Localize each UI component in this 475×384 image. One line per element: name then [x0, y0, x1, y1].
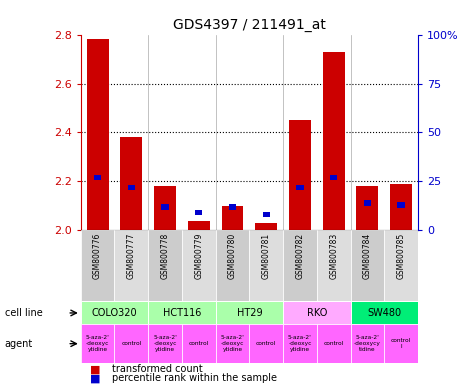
Text: GSM800781: GSM800781 — [262, 233, 271, 279]
Bar — [317, 230, 351, 301]
Bar — [154, 186, 176, 230]
Text: GSM800783: GSM800783 — [329, 233, 338, 279]
Bar — [351, 301, 418, 324]
Bar — [289, 120, 311, 230]
Bar — [216, 301, 283, 324]
Text: GSM800777: GSM800777 — [127, 233, 136, 279]
Text: GSM800776: GSM800776 — [93, 233, 102, 279]
Text: control: control — [323, 341, 344, 346]
Bar — [249, 230, 283, 301]
Bar — [128, 185, 135, 190]
Bar — [255, 223, 277, 230]
Text: HCT116: HCT116 — [163, 308, 201, 318]
Bar — [351, 324, 384, 363]
Text: GSM800780: GSM800780 — [228, 233, 237, 279]
Bar — [148, 230, 182, 301]
Text: GSM800785: GSM800785 — [397, 233, 406, 279]
Bar — [249, 324, 283, 363]
Text: percentile rank within the sample: percentile rank within the sample — [112, 373, 276, 383]
Text: control
l: control l — [391, 338, 411, 349]
Text: 5-aza-2'
-deoxyc
ytidine: 5-aza-2' -deoxyc ytidine — [220, 335, 245, 352]
Text: 5-aza-2'
-deoxyc
ytidine: 5-aza-2' -deoxyc ytidine — [86, 335, 110, 352]
Bar — [330, 175, 337, 180]
Text: GSM800784: GSM800784 — [363, 233, 372, 279]
Bar — [398, 202, 405, 208]
Text: control: control — [189, 341, 209, 346]
Text: GSM800779: GSM800779 — [194, 233, 203, 279]
Text: ■: ■ — [90, 373, 101, 383]
Bar — [188, 220, 210, 230]
Bar — [148, 301, 216, 324]
Bar — [351, 230, 384, 301]
Bar — [81, 230, 114, 301]
Bar — [182, 230, 216, 301]
Text: SW480: SW480 — [367, 308, 401, 318]
Text: transformed count: transformed count — [112, 364, 202, 374]
Text: agent: agent — [5, 339, 33, 349]
Bar — [263, 212, 270, 217]
Text: ■: ■ — [90, 364, 101, 374]
Bar — [148, 324, 182, 363]
Title: GDS4397 / 211491_at: GDS4397 / 211491_at — [173, 18, 326, 32]
Bar — [182, 324, 216, 363]
Bar — [390, 184, 412, 230]
Bar — [195, 210, 202, 215]
Bar — [94, 175, 101, 180]
Bar — [296, 185, 304, 190]
Text: control: control — [121, 341, 142, 346]
Bar — [114, 324, 148, 363]
Bar — [216, 230, 249, 301]
Text: GSM800778: GSM800778 — [161, 233, 170, 279]
Bar — [323, 52, 345, 230]
Bar — [283, 230, 317, 301]
Text: GSM800782: GSM800782 — [295, 233, 304, 279]
Text: control: control — [256, 341, 276, 346]
Bar — [81, 301, 148, 324]
Bar — [283, 301, 351, 324]
Text: 5-aza-2'
-deoxycy
tidine: 5-aza-2' -deoxycy tidine — [354, 335, 381, 352]
Bar — [162, 204, 169, 210]
Bar — [364, 200, 371, 206]
Bar — [356, 186, 379, 230]
Bar — [86, 40, 109, 230]
Bar — [120, 137, 142, 230]
Text: COLO320: COLO320 — [92, 308, 137, 318]
Bar — [283, 324, 317, 363]
Text: RKO: RKO — [307, 308, 327, 318]
Bar — [81, 324, 114, 363]
Text: 5-aza-2'
-deoxyc
ytidine: 5-aza-2' -deoxyc ytidine — [288, 335, 312, 352]
Bar — [317, 324, 351, 363]
Bar — [216, 324, 249, 363]
Bar — [114, 230, 148, 301]
Bar — [221, 206, 244, 230]
Bar — [384, 324, 418, 363]
Bar — [384, 230, 418, 301]
Bar — [229, 204, 236, 210]
Text: HT29: HT29 — [237, 308, 262, 318]
Text: 5-aza-2'
-deoxyc
ytidine: 5-aza-2' -deoxyc ytidine — [153, 335, 177, 352]
Text: cell line: cell line — [5, 308, 42, 318]
